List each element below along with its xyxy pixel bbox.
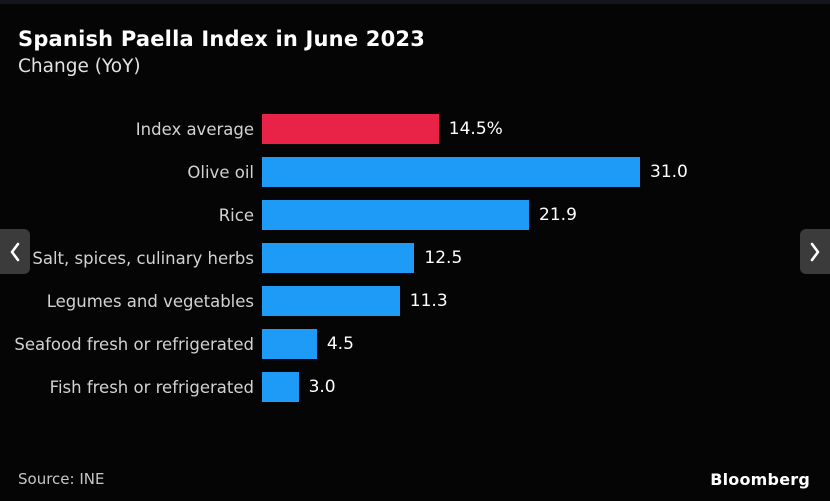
bar-track: 21.9 — [262, 200, 640, 230]
bar-track: 12.5 — [262, 243, 640, 273]
value-label: 14.5% — [448, 119, 503, 139]
bar-track: 4.5 — [262, 329, 640, 359]
category-label: Legumes and vegetables — [46, 291, 254, 311]
bar-track: 3.0 — [262, 372, 640, 402]
chart-subtitle: Change (YoY) — [18, 56, 141, 78]
value-label: 12.5 — [424, 248, 463, 268]
bar — [262, 157, 640, 187]
bar-track: 31.0 — [262, 157, 688, 187]
bar — [262, 243, 415, 273]
bar-row: Fish fresh or refrigerated 3.0 — [0, 372, 830, 402]
bar-row: Rice 21.9 — [0, 200, 830, 230]
next-chart-button[interactable] — [800, 229, 830, 274]
bar — [262, 200, 530, 230]
chart-header: Spanish Paella Index in June 2023 Change… — [18, 26, 812, 78]
bar-row: Salt, spices, culinary herbs 12.5 — [0, 243, 830, 273]
category-label: Index average — [135, 119, 254, 139]
bar-track: 11.3 — [262, 286, 640, 316]
bar — [262, 286, 400, 316]
source-attribution: Source: INE — [18, 470, 105, 488]
bar — [262, 372, 299, 402]
bloomberg-logo: Bloomberg — [710, 470, 810, 489]
category-label: Rice — [218, 205, 254, 225]
bar-row: Olive oil 31.0 — [0, 157, 830, 187]
bar — [262, 329, 317, 359]
category-label: Salt, spices, culinary herbs — [32, 248, 254, 268]
bar-row: Seafood fresh or refrigerated 4.5 — [0, 329, 830, 359]
category-label: Olive oil — [187, 162, 254, 182]
bar-track: 14.5% — [262, 114, 640, 144]
value-label: 21.9 — [539, 205, 577, 225]
bar-row: Legumes and vegetables 11.3 — [0, 286, 830, 316]
category-label: Seafood fresh or refrigerated — [14, 334, 254, 354]
chevron-right-icon — [808, 241, 822, 263]
chevron-left-icon — [8, 241, 22, 263]
bar — [262, 114, 439, 144]
top-edge-strip — [0, 0, 830, 4]
value-label: 31.0 — [650, 162, 688, 182]
value-label: 11.3 — [409, 291, 448, 311]
category-label: Fish fresh or refrigerated — [49, 377, 254, 397]
bar-row: Index average 14.5% — [0, 114, 830, 144]
bar-chart: Index average 14.5% Olive oil 31.0 Rice … — [0, 114, 830, 415]
value-label: 4.5 — [326, 334, 354, 354]
previous-chart-button[interactable] — [0, 229, 30, 274]
chart-title: Spanish Paella Index in June 2023 — [18, 27, 426, 51]
value-label: 3.0 — [308, 377, 336, 397]
